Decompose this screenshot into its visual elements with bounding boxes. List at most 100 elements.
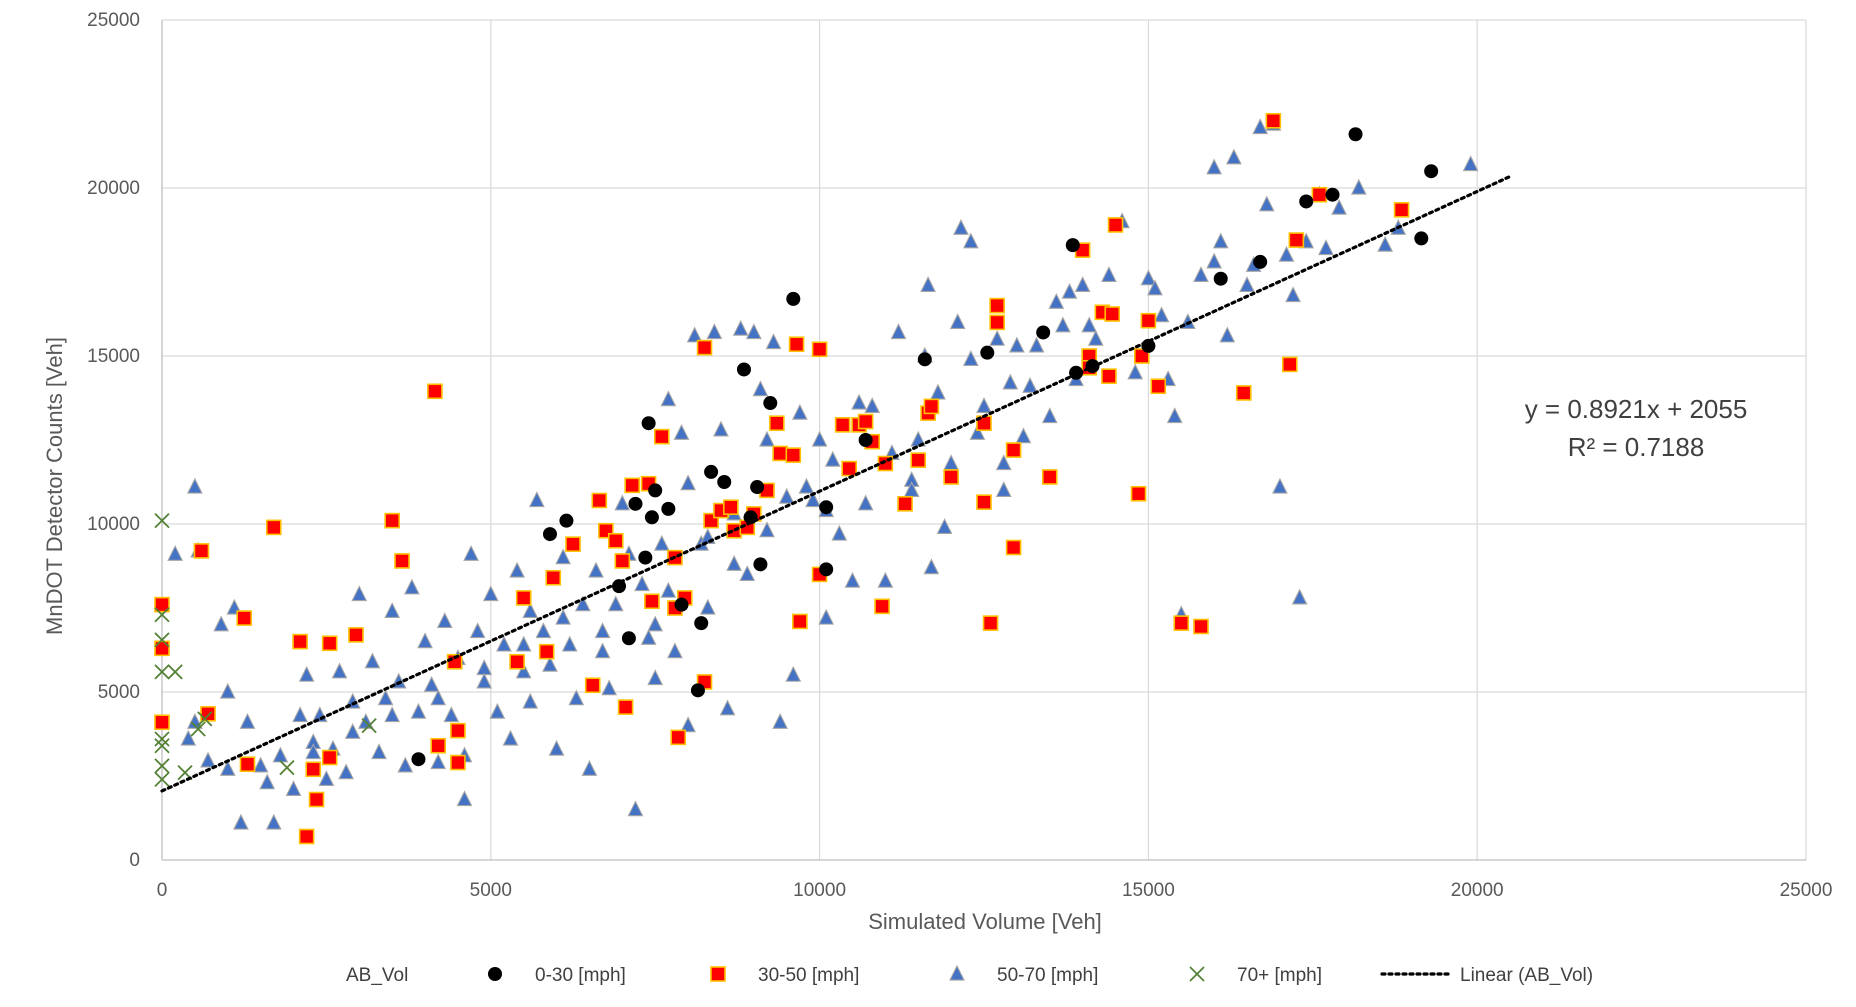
data-point-square <box>1235 385 1252 401</box>
data-point-triangle <box>831 524 848 541</box>
data-point-triangle <box>528 491 545 508</box>
data-point-triangle <box>338 763 355 780</box>
data-point-square <box>696 339 713 356</box>
data-point-triangle <box>298 665 315 682</box>
data-point-square <box>769 415 785 432</box>
data-point-square <box>1281 356 1298 373</box>
data-point-square <box>292 633 308 650</box>
x-marker-stroke <box>154 632 170 648</box>
data-point-circle <box>674 597 689 612</box>
data-point-triangle <box>344 723 361 739</box>
data-point-triangle <box>561 635 578 652</box>
x-marker-stroke <box>154 607 170 623</box>
data-point-triangle <box>778 487 795 504</box>
data-point-triangle <box>384 706 401 723</box>
data-point-triangle <box>555 608 572 625</box>
data-point-triangle <box>252 756 269 773</box>
data-point-square <box>788 336 805 353</box>
data-point-square <box>607 532 624 549</box>
data-point-square <box>515 590 532 606</box>
y-tick-label: 20000 <box>87 178 140 199</box>
data-point-square <box>321 749 338 766</box>
data-point-triangle <box>1206 158 1223 175</box>
data-point-x <box>190 721 206 737</box>
data-point-triangle <box>522 692 539 709</box>
data-point-triangle <box>680 716 696 733</box>
data-point-square <box>772 445 788 462</box>
data-point-triangle <box>936 518 953 534</box>
data-point-circle <box>736 362 751 377</box>
data-point-circle <box>750 480 765 495</box>
data-point-triangle <box>535 622 552 639</box>
data-point-square <box>430 737 446 754</box>
data-point-triangle <box>667 642 683 659</box>
data-point-triangle <box>469 622 486 639</box>
y-tick-label: 10000 <box>87 514 140 535</box>
data-point-triangle <box>824 450 841 467</box>
data-point-triangle <box>430 689 447 706</box>
y-tick-label: 15000 <box>87 346 140 367</box>
data-point-triangle <box>798 477 815 494</box>
data-point-triangle <box>1258 195 1275 212</box>
x-marker-stroke <box>154 513 170 529</box>
data-point-triangle <box>548 739 565 756</box>
data-point-x <box>279 759 295 776</box>
data-point-triangle <box>213 615 230 632</box>
data-point-triangle <box>443 706 460 723</box>
data-point-triangle <box>311 706 328 723</box>
data-point-circle <box>704 464 719 479</box>
data-point-x <box>154 731 170 747</box>
data-point-square <box>321 635 338 652</box>
data-point-square <box>538 643 555 660</box>
data-point-triangle <box>857 494 874 511</box>
data-point-triangle <box>515 662 532 679</box>
x-marker-stroke <box>154 731 170 747</box>
data-point-triangle <box>259 773 276 790</box>
data-point-triangle <box>200 751 216 768</box>
data-point-triangle <box>976 397 992 413</box>
x-marker-stroke <box>361 717 377 734</box>
data-point-circle <box>648 483 663 498</box>
data-point-x <box>361 717 377 734</box>
legend-label: 70+ [mph] <box>1237 965 1322 986</box>
data-point-circle <box>638 550 653 565</box>
data-point-square <box>265 519 282 536</box>
data-point-square <box>1005 442 1022 458</box>
data-point-triangle <box>1278 245 1295 262</box>
data-point-square <box>450 722 466 739</box>
data-point-triangle <box>640 628 657 645</box>
data-point-triangle <box>1272 477 1288 494</box>
data-point-triangle <box>1219 326 1236 343</box>
data-point-square <box>509 653 525 670</box>
x-tick-label: 5000 <box>470 880 512 901</box>
legend-label: 0-30 [mph] <box>535 965 626 986</box>
legend-marker-triangle <box>949 964 965 981</box>
data-point-triangle <box>167 544 184 561</box>
data-point-square <box>982 615 999 631</box>
data-point-circle <box>1253 254 1268 269</box>
data-point-triangle <box>292 706 308 723</box>
data-point-square <box>1005 539 1022 556</box>
data-point-circle <box>641 416 656 431</box>
data-point-square <box>1130 485 1147 502</box>
data-point-triangle <box>699 598 716 615</box>
data-point-circle <box>690 683 705 698</box>
data-point-triangle <box>759 521 775 538</box>
data-point-triangle <box>430 753 447 770</box>
data-point-triangle <box>417 632 433 649</box>
data-point-triangle <box>962 232 979 249</box>
data-point-square <box>591 492 608 509</box>
data-point-triangle <box>791 403 808 420</box>
data-point-square <box>624 477 640 494</box>
data-point-triangle <box>995 481 1012 497</box>
data-point-triangle <box>384 602 401 618</box>
x-marker-stroke <box>177 765 193 781</box>
data-point-triangle <box>509 561 525 578</box>
x-marker-stroke <box>154 758 170 774</box>
data-point-triangle <box>745 323 762 340</box>
data-point-square <box>1173 615 1190 631</box>
data-point-triangle <box>844 571 861 588</box>
data-point-square <box>943 469 959 485</box>
data-point-triangle <box>364 652 381 669</box>
data-point-triangle <box>574 595 591 612</box>
